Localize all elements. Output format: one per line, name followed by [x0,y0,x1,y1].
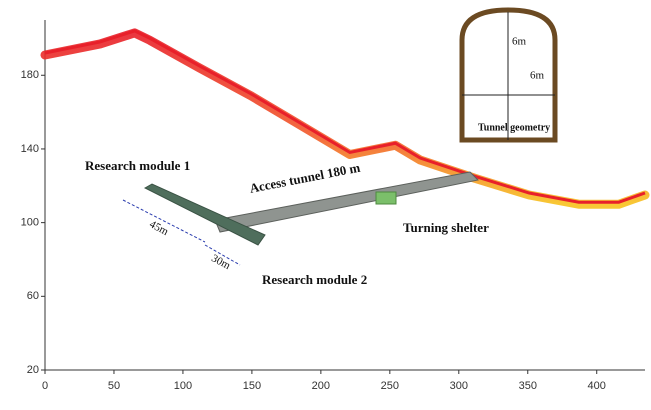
x-tick-label: 50 [108,380,120,392]
research-module [143,183,266,246]
x-tick-label: 300 [450,380,468,392]
y-tick-label: 180 [21,69,39,81]
x-tick-label: 400 [588,380,606,392]
terrain-line [40,28,650,209]
x-tick-label: 350 [519,380,537,392]
annotation: Access tunnel 180 m [248,160,361,196]
y-tick-label: 100 [21,217,39,229]
access-tunnel [214,171,480,233]
annotation: 6m [512,36,527,48]
annotation: 6m [530,70,545,82]
dimension-line [204,244,241,266]
y-tick-label: 60 [27,290,39,302]
dimension-line [122,199,206,243]
annotation: Research module 1 [85,158,190,173]
annotation: 45m [147,218,170,238]
annotation: Research module 2 [262,272,367,287]
y-tick-label: 140 [21,143,39,155]
annotation: Turning shelter [403,220,489,235]
terrain-edge [44,29,646,204]
x-tick-label: 0 [42,380,48,392]
y-tick-label: 20 [27,364,39,376]
annotation: 30m [209,252,232,272]
x-tick-label: 250 [381,380,399,392]
tunnel-sketch [122,7,558,266]
annotation: Tunnel geometry [478,122,550,133]
x-tick-label: 100 [174,380,192,392]
turning-shelter [375,191,397,205]
x-tick-label: 150 [243,380,261,392]
x-tick-label: 200 [312,380,330,392]
